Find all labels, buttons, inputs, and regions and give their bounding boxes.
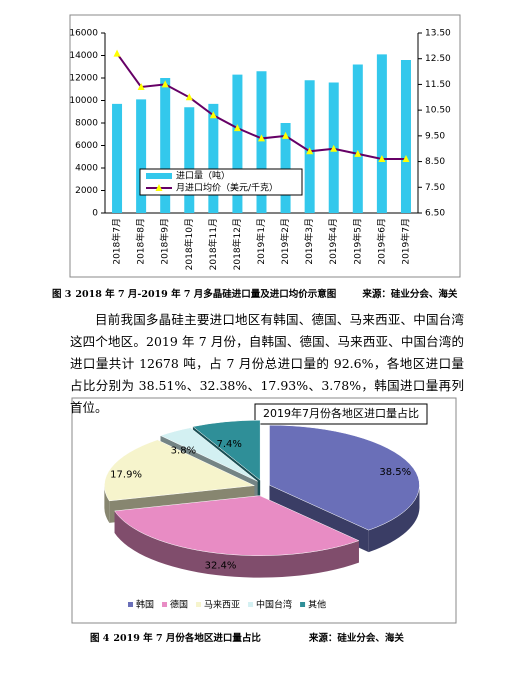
figure-source: 来源：硅业分会、海关 — [308, 633, 404, 644]
x-tick-label: 2019年5月 — [351, 218, 363, 265]
pie-value-label: 7.4% — [216, 439, 241, 450]
y2-tick-label: 8.50 — [425, 157, 445, 167]
y-tick-label: 6000 — [75, 141, 98, 151]
marker — [282, 131, 290, 139]
marker — [137, 83, 145, 90]
y-tick-label: 14000 — [69, 51, 98, 61]
pie-value-label: 3.8% — [171, 445, 196, 456]
figure-title: 2018 年 7 月-2019 年 7 月多晶硅进口量及进口均价示意图 — [75, 289, 337, 300]
y2-tick-label: 10.50 — [425, 106, 451, 116]
pie-title: 2019年7月份各地区进口量占比 — [263, 406, 419, 420]
legend-label: 其他 — [308, 599, 326, 611]
legend-label: 德国 — [170, 599, 188, 611]
bar — [232, 74, 243, 213]
y-tick-label: 0 — [92, 209, 98, 219]
x-tick-label: 2018年7月 — [111, 218, 123, 265]
bar — [160, 78, 171, 213]
pie-slice — [159, 427, 258, 482]
y2-tick-label: 12.50 — [425, 54, 451, 64]
legend-label: 马来西亚 — [204, 600, 240, 611]
pie-value-label: 17.9% — [110, 469, 142, 480]
x-tick-label: 2019年7月 — [399, 218, 411, 265]
marker — [258, 134, 265, 142]
y2-tick-label: 6.50 — [425, 209, 445, 219]
legend-label: 中国台湾 — [256, 599, 292, 611]
y-tick-label: 12000 — [69, 74, 98, 84]
bar — [112, 103, 123, 213]
marker — [161, 80, 169, 88]
y-tick-label: 10000 — [69, 96, 98, 106]
bar — [280, 123, 291, 213]
legend-label: 月进口均价（美元/千克） — [176, 182, 278, 194]
legend-swatch — [196, 602, 202, 607]
y2-tick-label: 13.50 — [425, 29, 451, 39]
bar — [376, 54, 387, 213]
x-tick-label: 2019年6月 — [375, 218, 387, 265]
bar — [352, 64, 363, 213]
y-tick-label: 2000 — [75, 186, 98, 196]
x-tick-label: 2019年2月 — [279, 218, 291, 265]
pie-slice-wall — [114, 510, 359, 578]
x-tick-label: 2018年10月 — [183, 218, 195, 270]
y-tick-label: 4000 — [75, 164, 98, 174]
pie-slice-wall — [104, 485, 110, 523]
marker — [306, 147, 314, 155]
pie-slice — [269, 424, 420, 531]
marker — [233, 124, 241, 132]
x-tick-label: 2019年3月 — [303, 218, 315, 265]
y2-tick-label: 9.50 — [425, 131, 445, 141]
bar — [184, 107, 195, 213]
marker — [113, 49, 121, 57]
figure-number: 图 3 — [52, 289, 72, 300]
legend-swatch — [146, 173, 172, 179]
x-tick-label: 2018年12月 — [231, 218, 243, 270]
figure-number: 图 4 — [90, 633, 110, 644]
y-tick-label: 8000 — [75, 119, 98, 129]
legend-swatch — [162, 602, 168, 607]
legend-label: 进口量（吨） — [176, 170, 230, 182]
bar — [304, 80, 315, 213]
bar — [256, 71, 267, 213]
x-tick-label: 2019年4月 — [327, 218, 339, 265]
bar — [400, 60, 411, 213]
bar — [136, 99, 147, 213]
figure-title: 2019 年 7 月份各地区进口量占比 — [113, 633, 261, 644]
marker — [330, 144, 338, 152]
pie-value-label: 38.5% — [379, 467, 411, 478]
y2-tick-label: 7.50 — [425, 183, 445, 193]
caption: 图 3 2018 年 7 月-2019 年 7 月多晶硅进口量及进口均价示意图 来源… — [52, 286, 461, 300]
y2-tick-label: 11.50 — [425, 80, 451, 90]
pie-value-label: 32.4% — [205, 560, 237, 571]
legend-swatch — [248, 602, 254, 607]
pie-slice — [104, 439, 256, 502]
x-tick-label: 2019年1月 — [255, 218, 267, 265]
pie-title-box — [254, 403, 428, 425]
legend-label: 韩国 — [136, 599, 154, 611]
marker — [209, 111, 217, 119]
caption: 图 4 2019 年 7 月份各地区进口量占比 来源：硅业分会、海关 — [90, 630, 408, 644]
legend-swatch — [128, 602, 133, 607]
y-tick-label: 16000 — [69, 29, 98, 39]
bar — [208, 103, 219, 213]
figure-source: 来源：硅业分会、海关 — [362, 289, 458, 300]
x-tick-label: 2018年8月 — [135, 218, 147, 265]
x-tick-label: 2018年11月 — [207, 218, 219, 270]
x-tick-label: 2018年9月 — [159, 218, 171, 265]
marker — [402, 155, 410, 162]
pie-slice — [114, 495, 360, 556]
pie-slice — [192, 419, 261, 481]
legend-marker — [155, 184, 163, 191]
legend-swatch — [300, 602, 306, 607]
paragraph: 目前我国多晶硅主要进口地区有韩国、德国、马来西亚、中国台湾这四个地区。2019 … — [70, 312, 464, 415]
marker — [378, 155, 386, 162]
marker — [185, 93, 193, 101]
marker — [354, 149, 362, 157]
